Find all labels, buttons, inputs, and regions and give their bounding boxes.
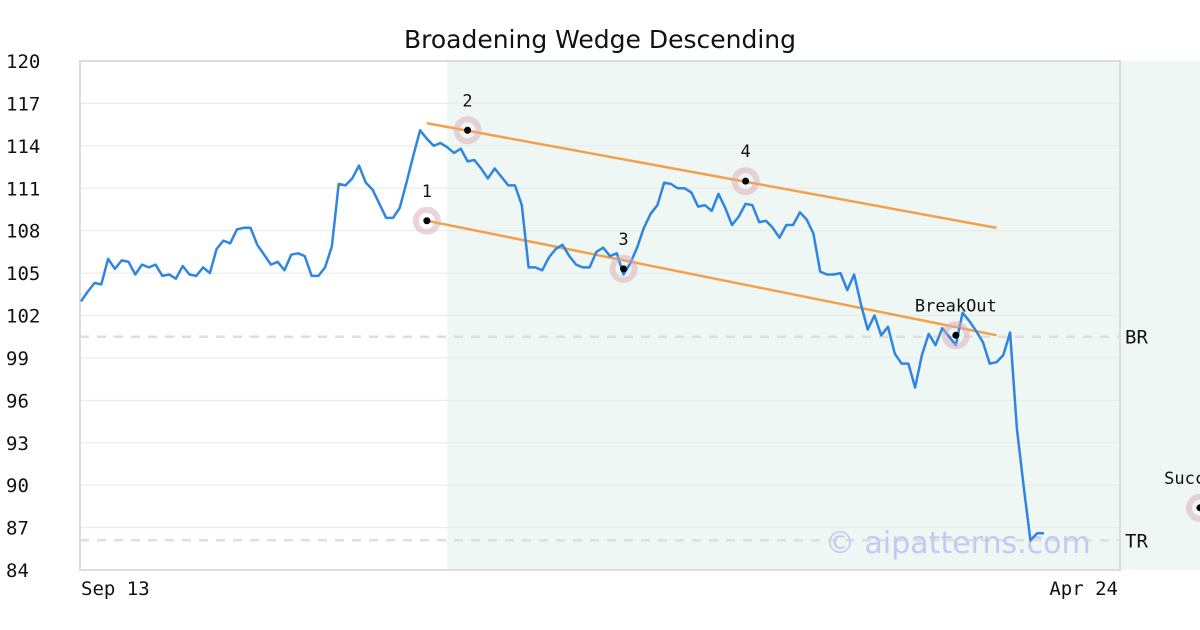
y-tick-label: 105: [6, 263, 40, 285]
y-tick-label: 111: [6, 178, 40, 200]
y-tick-label: 96: [6, 390, 29, 412]
annotation-dot-1: [423, 217, 431, 225]
annotation-dot-success: [1196, 504, 1200, 512]
y-tick-label: 90: [6, 475, 29, 497]
y-tick-label: 117: [6, 93, 40, 115]
annotation-dot-breakout: [952, 331, 960, 339]
y-tick-label: 102: [6, 306, 40, 328]
y-tick-label: 114: [6, 136, 40, 158]
y-tick-label: 87: [6, 518, 29, 540]
y-axis: 84 87 90 93 96 99 102 105 108 111 114 117 120: [6, 51, 40, 582]
annotation-label-3: 3: [618, 230, 628, 250]
annotation-label-1: 1: [422, 182, 432, 202]
annotation-label-success: Success: [1164, 469, 1200, 489]
chart-title: Broadening Wedge Descending: [404, 25, 796, 54]
trendlines: [426, 121, 997, 337]
reference-lines: BR TR: [80, 327, 1148, 552]
annotation-dot-4: [742, 177, 750, 185]
trendline-upper: [426, 121, 997, 230]
price-line: [79, 129, 1044, 542]
x-tick-label: Sep 13: [81, 578, 150, 600]
reference-label-br: BR: [1125, 327, 1148, 349]
y-tick-label: 84: [6, 560, 29, 582]
annotation-halo-2: [453, 116, 482, 145]
trendline-lower: [426, 219, 997, 337]
y-tick-label: 93: [6, 433, 29, 455]
annotation-dot-3: [620, 265, 628, 273]
y-tick-label: 108: [6, 221, 40, 243]
watermark: © aipatterns.com: [825, 526, 1091, 561]
reference-label-tr: TR: [1125, 530, 1148, 552]
annotation-label-4: 4: [740, 142, 750, 162]
price-series: [79, 129, 1044, 542]
annotation-label-breakout: BreakOut: [915, 296, 997, 316]
annotation-halo-3: [609, 254, 638, 283]
annotation-halo-breakout: [941, 321, 970, 350]
y-tick-label: 99: [6, 348, 29, 370]
x-tick-label: Apr 24: [1049, 578, 1118, 600]
plot-frame: [79, 60, 1121, 571]
x-axis: Sep 13 Apr 24: [81, 578, 1118, 600]
annotation-dot-2: [464, 126, 472, 134]
y-tick-label: 120: [6, 51, 40, 73]
grid: [80, 102, 1120, 529]
annotation-halo-4: [731, 167, 760, 196]
annotation-halo-1: [412, 206, 441, 235]
annotation-label-2: 2: [462, 91, 472, 111]
